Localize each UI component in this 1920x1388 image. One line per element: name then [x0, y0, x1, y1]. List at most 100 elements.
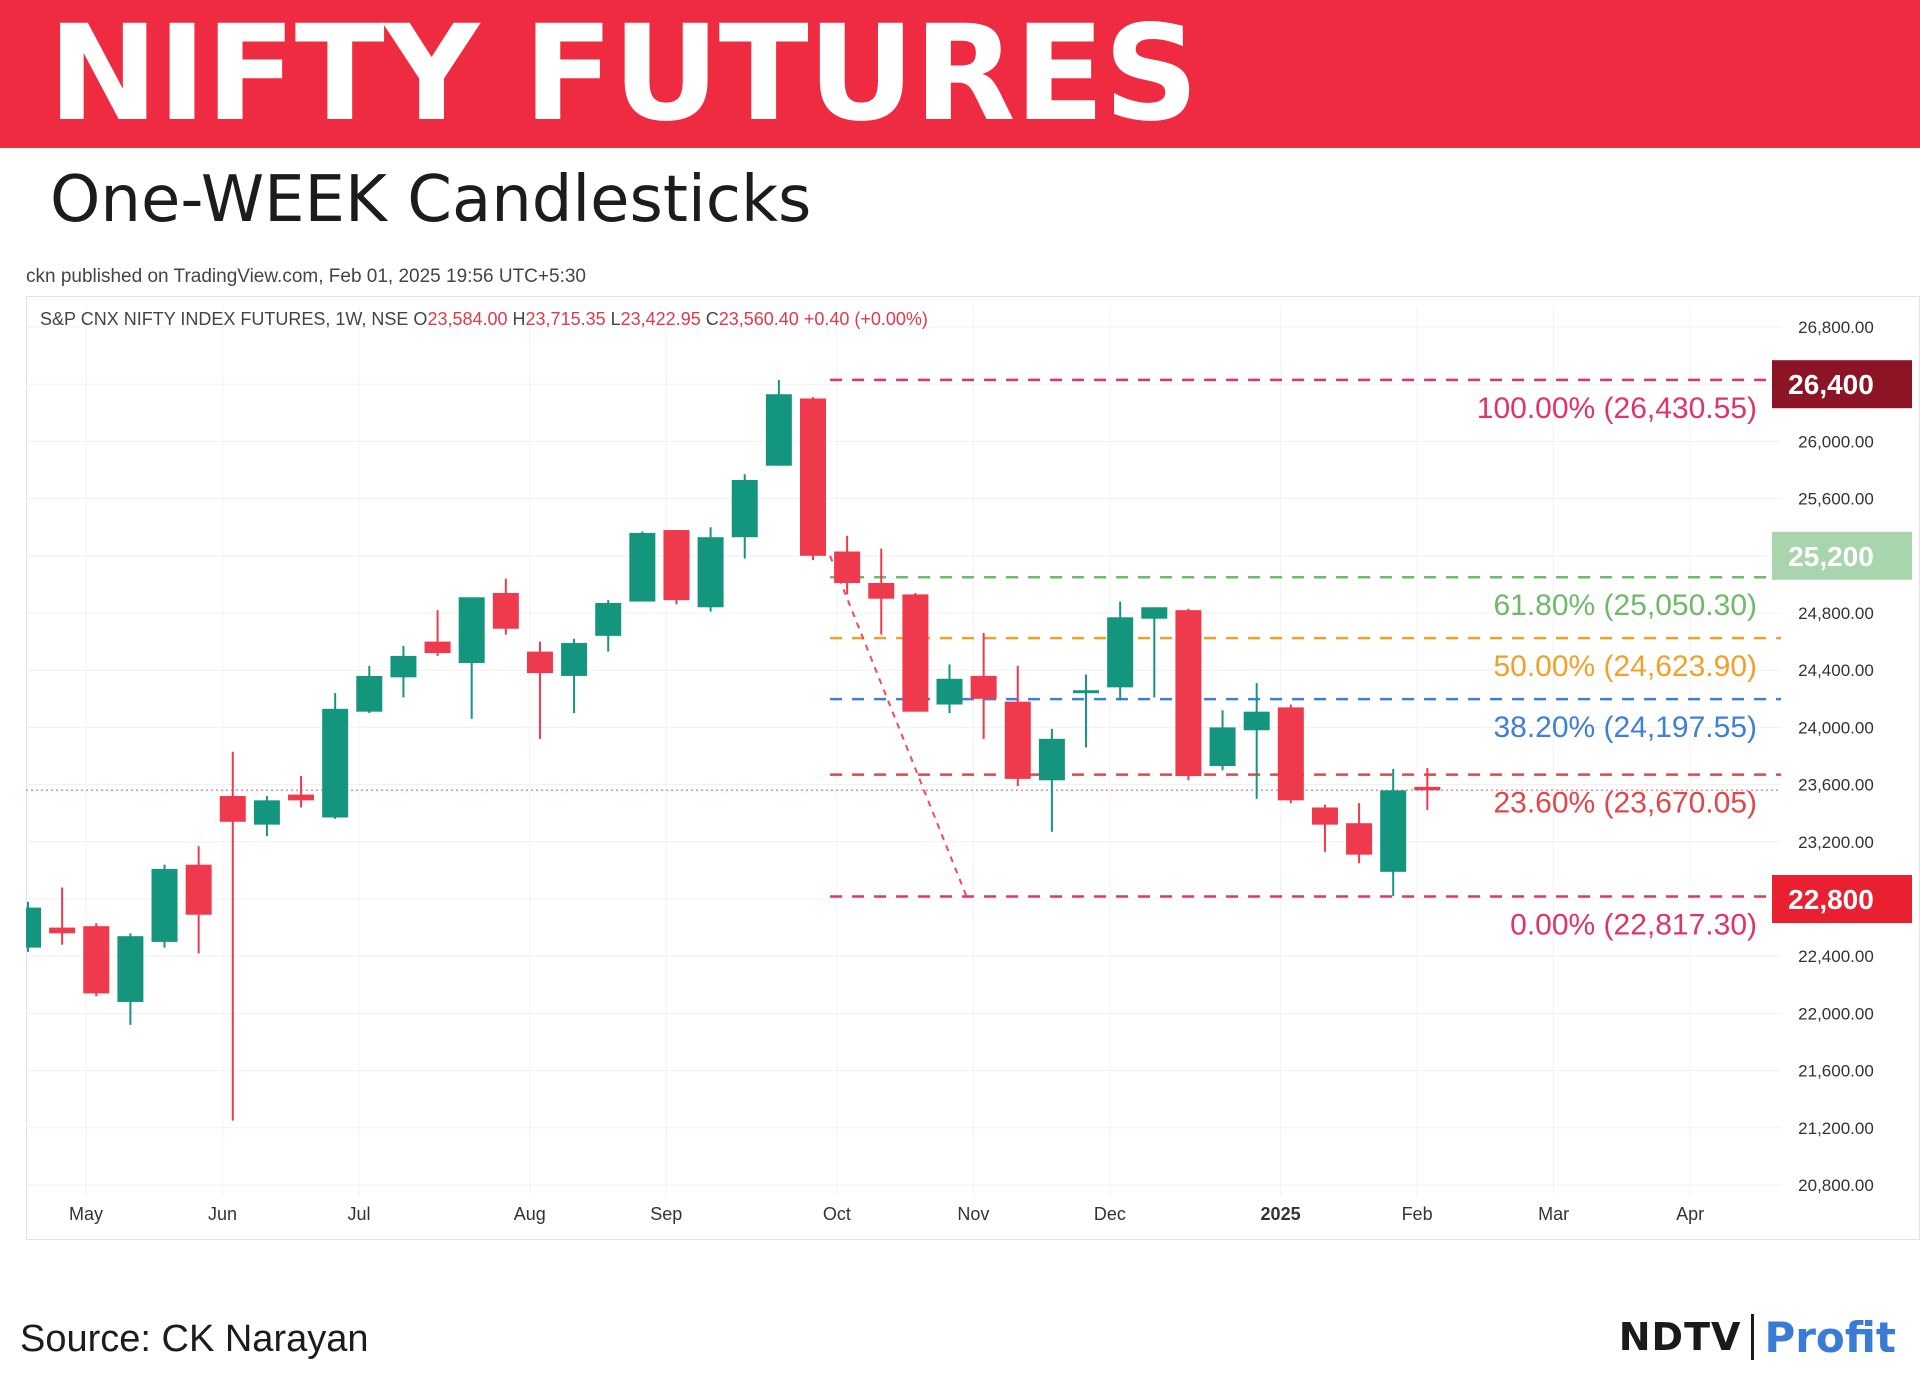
candle-body: [1141, 607, 1168, 619]
candle-body: [970, 675, 997, 699]
chart-area[interactable]: 100.00% (26,430.55) 61.80% (25,050.30) 50.…: [15, 296, 1920, 1240]
candle-body: [424, 641, 451, 654]
price-tag-label: 25,200: [1788, 541, 1874, 572]
candle-body: [1209, 727, 1236, 767]
candle-body: [356, 675, 383, 712]
ndtv-profit-logo: NDTV Profit: [1619, 1310, 1896, 1364]
legend-symbol: S&P CNX NIFTY INDEX FUTURES, 1W, NSE: [40, 309, 409, 329]
y-tick-label: 24,800.00: [1798, 604, 1874, 623]
fib-trend-line: [829, 555, 968, 897]
x-tick-label: Feb: [1402, 1204, 1433, 1224]
published-note: ckn published on TradingView.com, Feb 01…: [26, 266, 586, 287]
fib-level-label: 61.80% (25,050.30): [1493, 589, 1757, 622]
candle-body: [799, 398, 826, 556]
candle-body: [15, 907, 41, 948]
candle-body: [902, 594, 929, 712]
price-tag-box: [1772, 531, 1912, 580]
candle-body: [868, 582, 895, 599]
candle-body: [1004, 701, 1031, 779]
legend-open-key: O: [413, 309, 428, 329]
x-tick-label: Aug: [514, 1204, 546, 1224]
y-tick-label: 21,200.00: [1798, 1119, 1874, 1138]
candle-body: [731, 480, 758, 538]
legend-change: +0.40 (+0.00%): [803, 309, 928, 329]
candle-body: [936, 678, 963, 705]
y-tick-label: 22,000.00: [1798, 1004, 1874, 1023]
legend-low-key: L: [610, 309, 621, 329]
x-tick-label: Oct: [823, 1204, 851, 1224]
candle-body: [83, 926, 110, 994]
page-subtitle: One-WEEK Candlesticks: [50, 163, 812, 237]
x-tick-label: Apr: [1676, 1204, 1704, 1224]
candlestick-chart[interactable]: 100.00% (26,430.55) 61.80% (25,050.30) 50.…: [15, 296, 1920, 1240]
candle-body: [834, 551, 861, 583]
y-tick-label: 24,400.00: [1798, 661, 1874, 680]
y-tick-label: 23,200.00: [1798, 833, 1874, 852]
candle-body: [117, 936, 144, 1002]
price-tag-box: [1772, 360, 1912, 409]
candle-body: [322, 708, 349, 818]
candle-body: [1311, 807, 1338, 825]
x-tick-label: 2025: [1261, 1204, 1301, 1224]
legend-open-value: 23,584.00: [427, 309, 508, 329]
y-tick-label: 25,600.00: [1798, 490, 1874, 509]
candle-body: [492, 592, 519, 629]
y-tick-label: 20,800.00: [1798, 1176, 1874, 1195]
fib-level-label: 100.00% (26,430.55): [1477, 392, 1757, 425]
candle-body: [663, 530, 690, 601]
candle-body: [1277, 707, 1304, 801]
candle-body: [526, 651, 553, 674]
candle-body: [185, 864, 212, 915]
candle-body: [1038, 738, 1065, 781]
y-tick-label: 26,000.00: [1798, 432, 1874, 451]
symbol-legend: S&P CNX NIFTY INDEX FUTURES, 1W, NSE O23…: [40, 309, 928, 330]
x-tick-label: May: [69, 1204, 103, 1224]
fib-level-label: 23.60% (23,670.05): [1493, 787, 1757, 820]
candle-body: [1073, 690, 1100, 694]
candle-body: [458, 597, 485, 664]
x-tick-label: Jun: [208, 1204, 237, 1224]
candle-body: [253, 800, 280, 825]
x-tick-label: Sep: [650, 1204, 682, 1224]
candle-body: [1414, 786, 1441, 791]
y-tick-label: 23,600.00: [1798, 776, 1874, 795]
logo-profit-text: Profit: [1764, 1312, 1896, 1362]
fib-level-label: 38.20% (24,197.55): [1493, 711, 1757, 744]
source-credit: Source: CK Narayan: [20, 1318, 369, 1360]
price-tag-box: [1772, 875, 1912, 923]
candle-body: [1346, 823, 1373, 855]
x-tick-label: Dec: [1094, 1204, 1126, 1224]
price-tag-label: 26,400: [1788, 369, 1874, 400]
candle-body: [1243, 711, 1270, 731]
candle-body: [629, 532, 656, 602]
y-tick-label: 22,400.00: [1798, 947, 1874, 966]
x-tick-label: Mar: [1538, 1204, 1569, 1224]
legend-high-key: H: [512, 309, 526, 329]
y-tick-label: 26,800.00: [1798, 318, 1874, 337]
x-tick-label: Nov: [957, 1204, 989, 1224]
candle-body: [697, 537, 724, 608]
y-tick-label: 21,600.00: [1798, 1062, 1874, 1081]
candle-body: [595, 602, 622, 636]
title-banner: NIFTY FUTURES: [0, 0, 1920, 148]
candle-body: [49, 927, 76, 934]
candle-body: [151, 868, 178, 942]
candle-body: [1380, 790, 1407, 872]
legend-close-value: 23,560.40: [718, 309, 799, 329]
legend-high-value: 23,715.35: [525, 309, 606, 329]
price-tag-label: 22,800: [1788, 884, 1874, 915]
x-tick-label: Jul: [348, 1204, 371, 1224]
fib-level-label: 0.00% (22,817.30): [1510, 909, 1757, 942]
candle-body: [1107, 617, 1134, 688]
candle-body: [765, 394, 792, 466]
legend-low-value: 23,422.95: [620, 309, 701, 329]
page-title: NIFTY FUTURES: [48, 0, 1199, 151]
y-tick-label: 24,000.00: [1798, 718, 1874, 737]
candle-body: [390, 655, 417, 678]
logo-divider: [1751, 1314, 1755, 1360]
candle-body: [561, 643, 588, 676]
logo-ndtv-text: NDTV: [1618, 1315, 1742, 1359]
fib-level-label: 50.00% (24,623.90): [1493, 650, 1757, 683]
legend-close-key: C: [705, 309, 719, 329]
candle-body: [288, 794, 315, 801]
